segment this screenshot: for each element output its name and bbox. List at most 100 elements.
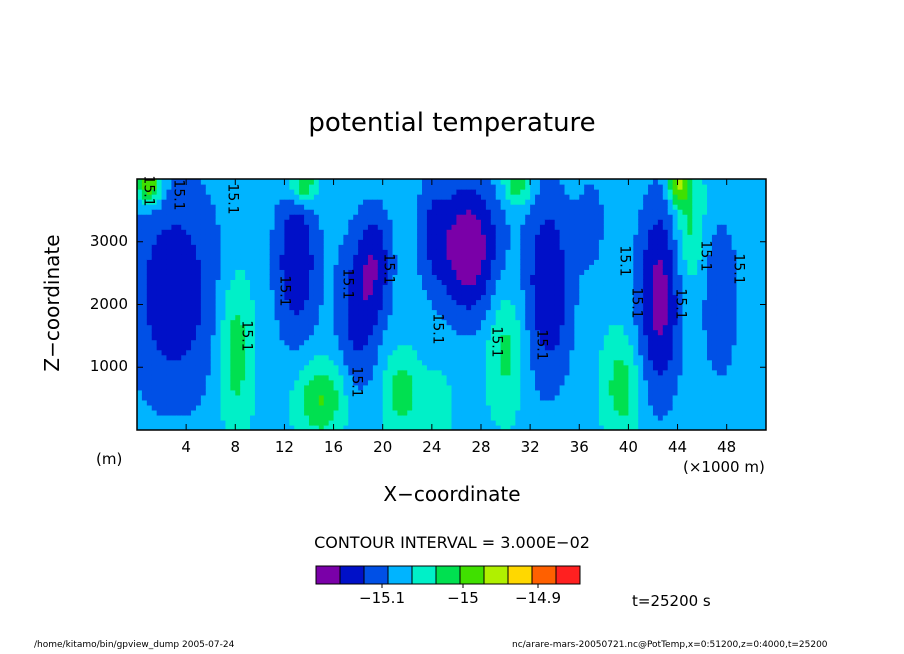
- contour-cell: [549, 269, 556, 275]
- contour-cell: [308, 234, 315, 240]
- contour-cell: [225, 309, 231, 316]
- contour-cell: [549, 274, 556, 280]
- contour-cell: [279, 339, 286, 346]
- contour-cell: [594, 264, 600, 270]
- contour-cell: [230, 384, 236, 391]
- contour-cell: [220, 269, 227, 275]
- contour-cell: [525, 319, 531, 326]
- contour-cell: [500, 194, 507, 200]
- contour-cell: [407, 384, 413, 391]
- contour-cell: [245, 304, 251, 311]
- contour-cell: [579, 249, 585, 255]
- contour-cell: [515, 359, 521, 366]
- contour-cell: [205, 304, 212, 311]
- contour-cell: [176, 324, 182, 331]
- contour-cell: [240, 209, 246, 215]
- contour-cell: [240, 264, 246, 270]
- contour-cell: [284, 319, 290, 326]
- contour-cell: [230, 299, 236, 306]
- contour-cell: [348, 229, 354, 235]
- contour-cell: [530, 244, 536, 250]
- contour-cell: [200, 259, 207, 265]
- contour-cell: [191, 389, 197, 396]
- contour-cell: [554, 224, 561, 230]
- contour-cell: [490, 394, 497, 401]
- contour-cell: [200, 394, 207, 401]
- contour-cell: [230, 304, 236, 311]
- contour-cell: [471, 384, 477, 391]
- contour-cell: [186, 419, 192, 426]
- contour-cell: [471, 264, 477, 270]
- contour-cell: [446, 324, 453, 331]
- contour-cell: [446, 404, 453, 411]
- contour-cell: [505, 334, 512, 341]
- contour-cell: [574, 349, 580, 356]
- contour-cell: [313, 194, 320, 200]
- contour-cell: [594, 279, 600, 286]
- contour-cell: [304, 244, 310, 250]
- contour-cell: [559, 314, 566, 321]
- contour-cell: [220, 204, 227, 210]
- contour-cell: [480, 269, 487, 275]
- contour-cell: [485, 184, 492, 190]
- contour-cell: [171, 289, 177, 296]
- contour-cell: [480, 214, 487, 220]
- contour-cell: [318, 334, 325, 341]
- contour-cell: [564, 199, 571, 205]
- contour-cell: [269, 409, 276, 416]
- contour-cell: [274, 274, 281, 280]
- contour-cell: [294, 354, 300, 361]
- contour-cell: [426, 319, 433, 326]
- contour-cell: [240, 344, 246, 351]
- contour-cell: [210, 239, 217, 245]
- contour-cell: [191, 374, 197, 381]
- contour-cell: [363, 419, 369, 426]
- contour-cell: [245, 219, 251, 225]
- contour-cell: [618, 424, 625, 430]
- contour-cell: [348, 419, 354, 426]
- contour-cell: [549, 189, 556, 195]
- contour-cell: [225, 249, 231, 255]
- contour-cell: [510, 219, 516, 225]
- contour-cell: [367, 214, 374, 220]
- contour-cell: [603, 289, 610, 296]
- contour-cell: [456, 354, 462, 361]
- contour-cell: [549, 389, 556, 396]
- contour-cell: [279, 259, 286, 265]
- contour-cell: [495, 379, 502, 386]
- contour-cell: [254, 299, 261, 306]
- contour-cell: [166, 194, 172, 200]
- contour-cell: [181, 389, 187, 396]
- contour-cell: [579, 259, 585, 265]
- contour-cell: [166, 349, 172, 356]
- contour-cell: [382, 369, 389, 376]
- contour-cell: [392, 334, 399, 341]
- contour-cell: [289, 334, 295, 341]
- contour-cell: [186, 309, 192, 316]
- contour-cell: [480, 189, 487, 195]
- contour-cell: [151, 264, 158, 270]
- contour-cell: [318, 299, 325, 306]
- contour-cell: [254, 309, 261, 316]
- contour-cell: [495, 269, 502, 275]
- contour-cell: [579, 424, 585, 430]
- contour-cell: [471, 299, 477, 306]
- contour-cell: [343, 364, 349, 371]
- contour-cell: [220, 364, 227, 371]
- contour-cell: [485, 269, 492, 275]
- contour-cell: [402, 359, 408, 366]
- contour-cell: [308, 344, 315, 351]
- contour-cell: [308, 249, 315, 255]
- contour-cell: [446, 264, 453, 270]
- contour-cell: [471, 244, 477, 250]
- contour-cell: [407, 309, 413, 316]
- contour-cell: [535, 354, 541, 361]
- contour-cell: [166, 369, 172, 376]
- contour-cell: [559, 179, 566, 185]
- contour-cell: [230, 339, 236, 346]
- contour-cell: [240, 304, 246, 311]
- contour-cell: [318, 364, 325, 371]
- contour-cell: [559, 274, 566, 280]
- contour-cell: [176, 259, 182, 265]
- contour-cell: [613, 194, 620, 200]
